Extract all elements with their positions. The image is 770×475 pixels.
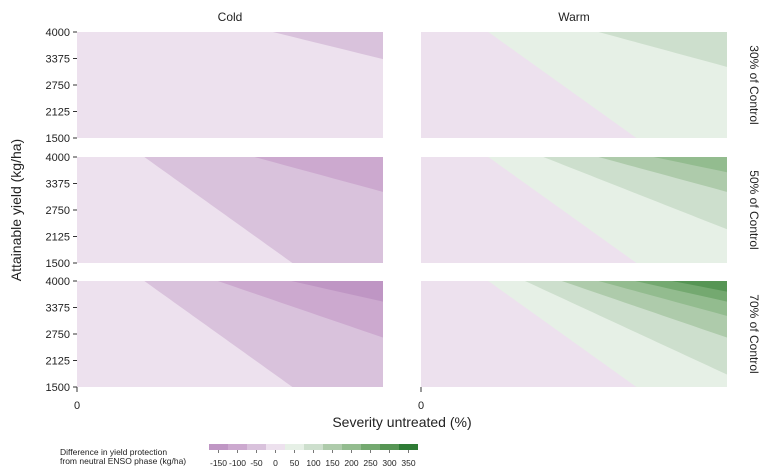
y-tick-label: 1500 — [46, 133, 70, 145]
contour-band — [217, 281, 383, 338]
y-tick-label: 2125 — [46, 107, 70, 119]
y-tick-label: 1500 — [46, 382, 70, 394]
y-tick-label: 2750 — [46, 329, 70, 341]
contour-band — [653, 157, 727, 173]
legend-title: Difference in yield protection — [60, 447, 167, 457]
legend-swatch — [399, 444, 418, 450]
legend-title: from neutral ENSO phase (kg/ha) — [60, 456, 186, 466]
legend-swatch — [266, 444, 285, 450]
legend-label: -100 — [229, 458, 246, 468]
y-tick-label: 2750 — [46, 80, 70, 92]
panel-cold-3 — [77, 281, 383, 387]
y-tick-label: 4000 — [46, 276, 70, 288]
contour-band — [291, 281, 383, 302]
panels-layer — [77, 32, 727, 387]
y-tick-label: 4000 — [46, 152, 70, 164]
contour-band — [598, 157, 727, 192]
legend-swatch — [342, 444, 361, 450]
y-axis-title: Attainable yield (kg/ha) — [8, 139, 24, 281]
legend-label: 350 — [401, 458, 415, 468]
legend-swatch — [209, 444, 228, 450]
y-tick-label: 2125 — [46, 356, 70, 368]
contour-band — [488, 32, 727, 138]
contour-band — [272, 32, 383, 60]
column-label: Cold — [218, 10, 243, 24]
legend-label: 200 — [344, 458, 358, 468]
panel-warm-3 — [421, 281, 727, 387]
legend-swatch — [380, 444, 399, 450]
x-tick-label: 0 — [418, 400, 424, 412]
y-tick-label: 3375 — [46, 54, 70, 66]
legend-swatch — [228, 444, 247, 450]
y-tick-label: 3375 — [46, 179, 70, 191]
legend-label: 50 — [290, 458, 300, 468]
y-tick-label: 4000 — [46, 27, 70, 39]
legend-label: 0 — [273, 458, 278, 468]
panel-background — [77, 32, 383, 138]
panel-warm-2 — [421, 157, 727, 263]
legend-swatch — [247, 444, 266, 450]
legend-label: 300 — [382, 458, 396, 468]
y-tick-label: 1500 — [46, 258, 70, 270]
x-tick-label: 0 — [74, 400, 80, 412]
legend-swatch — [361, 444, 380, 450]
legend-label: -50 — [250, 458, 263, 468]
legend-swatch — [323, 444, 342, 450]
row-label: 70% of Control — [747, 294, 761, 373]
column-label: Warm — [558, 10, 590, 24]
contour-band — [671, 281, 727, 292]
panel-warm-1 — [421, 32, 727, 138]
contour-band — [598, 32, 727, 67]
legend-label: -150 — [210, 458, 227, 468]
contour-band — [144, 157, 383, 263]
contour-band — [254, 157, 383, 192]
row-label: 50% of Control — [747, 170, 761, 249]
legend-swatch — [304, 444, 323, 450]
labels-layer: Cold Warm 30% of Control 50% of Control 70% … — [8, 10, 761, 430]
x-axis-title: Severity untreated (%) — [332, 414, 471, 430]
panel-cold-1 — [77, 32, 383, 138]
legend-label: 250 — [363, 458, 377, 468]
legend-label: 150 — [325, 458, 339, 468]
row-label: 30% of Control — [747, 45, 761, 124]
y-tick-label: 2125 — [46, 232, 70, 244]
legend-label: 100 — [306, 458, 320, 468]
panel-cold-2 — [77, 157, 383, 263]
legend-swatch — [285, 444, 304, 450]
y-tick-label: 3375 — [46, 303, 70, 315]
y-tick-label: 2750 — [46, 205, 70, 217]
